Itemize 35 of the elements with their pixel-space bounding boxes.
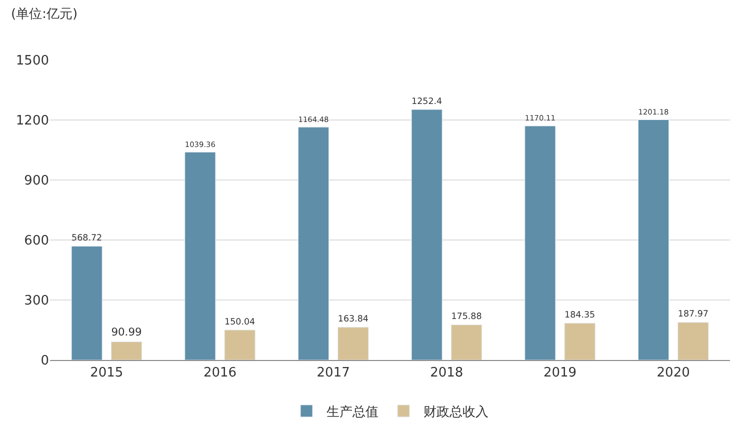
y-tick-label: 0 [40,354,49,369]
bar [564,322,596,360]
data-label: 90.99 [111,326,142,339]
y-tick-label: 1500 [16,54,49,69]
y-tick-label: 600 [24,234,49,249]
x-tick-label: 2015 [90,366,124,381]
data-label: 150.04 [224,317,256,328]
bar [184,152,216,360]
data-label: 163.84 [338,314,369,325]
y-tick-label: 300 [24,294,49,309]
bar [411,109,442,360]
legend-label: 生产总值 [326,405,378,420]
x-tick-label: 2019 [543,366,577,381]
x-tick-label: 2018 [430,366,464,381]
data-label: 175.88 [451,312,482,322]
y-axis-title: (单位:亿元) [11,7,78,22]
bar [338,326,369,360]
bar [524,126,556,360]
x-tick-label: 2016 [203,366,237,381]
data-label: 568.72 [72,234,102,244]
bar [71,246,102,360]
bar [224,330,256,360]
bar [678,322,709,360]
data-label: 1252.4 [412,96,443,107]
bar [638,120,670,360]
data-label: 184.35 [564,310,596,320]
x-tick-label: 2017 [316,366,350,381]
y-tick-label: 900 [24,174,49,189]
bar [110,342,142,360]
bar [450,324,482,360]
x-tick-label: 2020 [656,366,690,381]
data-label: 187.97 [678,310,708,320]
bar [298,126,330,360]
y-tick-label: 1200 [16,114,49,129]
legend-label: 财政总收入 [424,405,488,420]
